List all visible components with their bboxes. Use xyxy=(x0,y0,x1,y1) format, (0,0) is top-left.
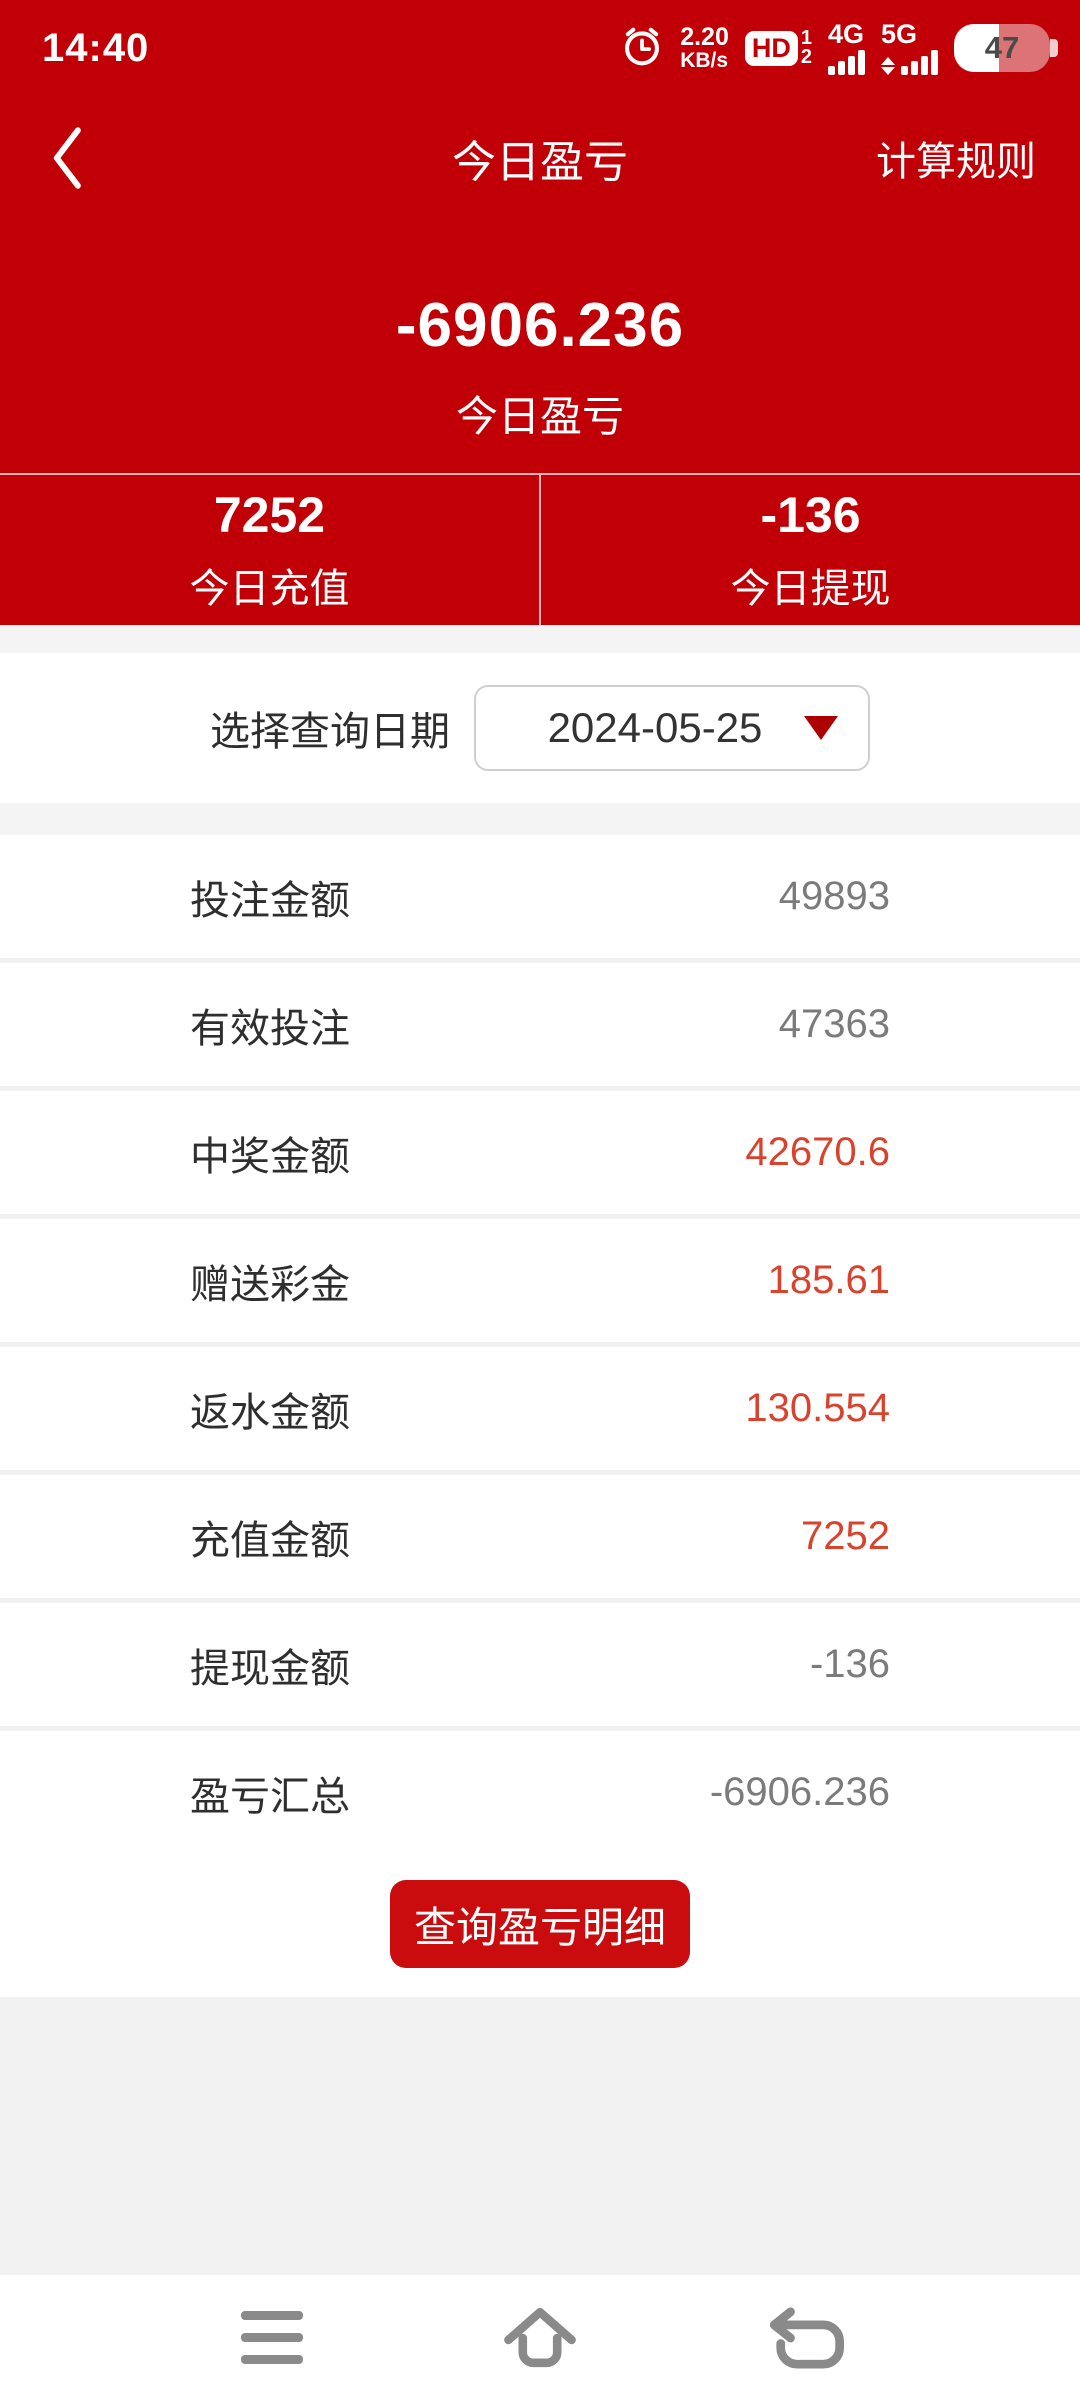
caret-down-icon xyxy=(804,716,838,740)
profit-loss-detail-list: 投注金额 49893 有效投注 47363 中奖金额 42670.6 赠送彩金 … xyxy=(0,835,1080,1854)
section-divider xyxy=(0,625,1080,653)
today-profit-loss-amount: -6906.236 xyxy=(395,291,685,360)
list-item-bet-amount: 投注金额 49893 xyxy=(0,835,1080,958)
today-deposit-label: 今日充值 xyxy=(189,567,350,611)
row-value: 42670.6 xyxy=(745,1130,890,1174)
summary-strip: 7252 今日充值 -136 今日提现 xyxy=(0,475,1080,625)
row-value: 185.61 xyxy=(767,1258,890,1302)
query-profit-loss-detail-button[interactable]: 查询盈亏明细 xyxy=(390,1880,690,1968)
status-bar: 14:40 2.20 KB/s HD 1 2 4G xyxy=(0,0,1080,96)
date-picker-row: 选择查询日期 2024-05-25 xyxy=(0,653,1080,803)
row-value: 47363 xyxy=(778,1002,890,1046)
sim2-label: 2 xyxy=(800,46,812,68)
date-picker-label: 选择查询日期 xyxy=(210,710,450,754)
signal-4g-icon: 4G xyxy=(828,21,865,75)
status-icons: 2.20 KB/s HD 1 2 4G 5G xyxy=(620,21,1058,75)
date-dropdown-value: 2024-05-25 xyxy=(547,704,763,751)
list-item-winning-amount: 中奖金额 42670.6 xyxy=(0,1091,1080,1214)
row-separator xyxy=(0,1342,1080,1347)
today-profit-loss-label: 今日盈亏 xyxy=(455,393,624,440)
today-deposit-cell: 7252 今日充值 xyxy=(0,475,541,625)
row-separator xyxy=(0,1470,1080,1475)
app-header: 今日盈亏 计算规则 xyxy=(0,96,1080,220)
android-nav-bar xyxy=(0,2275,1080,2400)
button-row: 查询盈亏明细 xyxy=(0,1854,1080,1997)
today-withdraw-label: 今日提现 xyxy=(730,567,891,611)
today-withdraw-cell: -136 今日提现 xyxy=(541,475,1080,625)
row-value: -136 xyxy=(809,1642,890,1686)
row-separator xyxy=(0,958,1080,963)
back-button[interactable] xyxy=(44,125,104,191)
list-item-profit-loss-total: 盈亏汇总 -6906.236 xyxy=(0,1731,1080,1854)
list-item-bonus: 赠送彩金 185.61 xyxy=(0,1219,1080,1342)
clock-time: 14:40 xyxy=(42,25,150,70)
row-value: 49893 xyxy=(778,874,890,918)
battery-icon: 47 xyxy=(954,24,1058,72)
calculation-rules-link[interactable]: 计算规则 xyxy=(876,140,1036,184)
row-value: 130.554 xyxy=(745,1386,890,1430)
alarm-clock-icon xyxy=(620,24,664,73)
row-separator xyxy=(0,1726,1080,1731)
date-dropdown[interactable]: 2024-05-25 xyxy=(474,685,870,771)
today-withdraw-value: -136 xyxy=(760,487,861,543)
signal-5g-icon: 5G xyxy=(881,21,938,75)
list-item-rebate: 返水金额 130.554 xyxy=(0,1347,1080,1470)
sim1-label: 1 xyxy=(800,27,812,49)
row-separator xyxy=(0,1214,1080,1219)
home-icon xyxy=(504,2307,576,2367)
today-deposit-value: 7252 xyxy=(213,487,326,543)
menu-icon xyxy=(241,2311,303,2364)
list-item-valid-bet: 有效投注 47363 xyxy=(0,963,1080,1086)
empty-area xyxy=(0,1997,1080,2275)
row-separator xyxy=(0,1086,1080,1091)
row-separator xyxy=(0,1598,1080,1603)
row-value: 7252 xyxy=(801,1514,890,1558)
list-item-deposit-amount: 充值金额 7252 xyxy=(0,1475,1080,1598)
profit-loss-hero: -6906.236 今日盈亏 xyxy=(0,220,1080,475)
return-arrow-icon xyxy=(769,2306,844,2369)
nav-back-button[interactable] xyxy=(760,2293,856,2383)
list-item-withdraw-amount: 提现金额 -136 xyxy=(0,1603,1080,1726)
hd-volte-icon: HD 1 2 xyxy=(744,27,812,68)
section-divider xyxy=(0,803,1080,835)
back-chevron-icon xyxy=(53,127,81,189)
nav-home-button[interactable] xyxy=(492,2293,588,2383)
network-speed: 2.20 KB/s xyxy=(680,22,729,73)
nav-menu-button[interactable] xyxy=(224,2293,320,2383)
row-value: -6906.236 xyxy=(709,1770,890,1814)
